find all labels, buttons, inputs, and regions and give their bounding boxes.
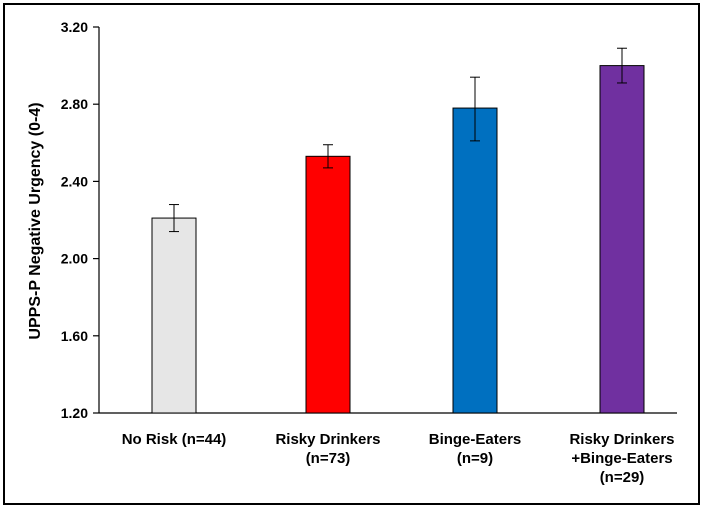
bar	[306, 156, 350, 413]
y-tick-label: 2.00	[61, 251, 88, 267]
x-category-label: No Risk (n=44)	[122, 431, 227, 448]
bar	[600, 66, 644, 413]
y-tick-label: 1.60	[61, 328, 88, 344]
x-category-label: Risky Drinkers (n=73)	[275, 431, 380, 467]
x-category-label: Risky Drinkers +Binge-Eaters (n=29)	[569, 431, 674, 486]
bar	[152, 218, 196, 413]
y-tick-label: 2.40	[61, 173, 88, 189]
y-axis-title: UPPS-P Negative Urgency (0-4)	[27, 102, 44, 339]
plot-area: 1.20 1.60 2.00 2.40 2.80 3.20 No Risk (n=44) Ri…	[61, 19, 677, 486]
bar	[453, 108, 497, 413]
y-tick-label: 1.20	[61, 405, 88, 421]
y-tick-label: 3.20	[61, 19, 88, 35]
x-category-label: Binge-Eaters (n=9)	[429, 431, 522, 467]
y-tick-label: 2.80	[61, 96, 88, 112]
